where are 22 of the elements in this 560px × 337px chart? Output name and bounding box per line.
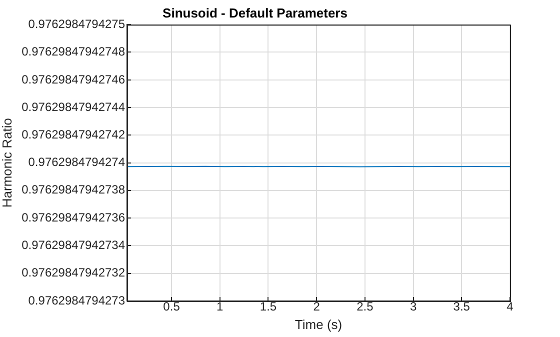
- y-tick-label: 0.9762984794275: [28, 16, 126, 31]
- y-tick-label: 0.97629847942746: [22, 72, 126, 86]
- x-tick-label: 2.5: [356, 300, 374, 314]
- x-tick-label: 3.5: [453, 300, 470, 314]
- y-tick-label: 0.97629847942744: [22, 100, 126, 114]
- x-axis-title: Time (s): [294, 316, 342, 332]
- y-tick-label: 0.97629847942748: [22, 44, 126, 59]
- x-tick-label: 1: [216, 300, 224, 314]
- x-tick-label: 0.5: [163, 300, 180, 314]
- x-tick-label: 1.5: [260, 300, 277, 314]
- y-tick-label: 0.97629847942738: [22, 182, 126, 197]
- x-tick-label: 2: [313, 300, 320, 314]
- chart-title: Sinusoid - Default Parameters: [162, 5, 348, 20]
- y-tick-label: 0.9762984794274: [28, 155, 126, 170]
- y-tick-label: 0.9762984794273: [28, 293, 126, 308]
- x-tick-label: 3: [410, 300, 417, 314]
- y-tick-label: 0.97629847942736: [22, 210, 126, 224]
- y-axis-title: Harmonic Ratio: [0, 118, 14, 208]
- y-tick-label: 0.97629847942734: [22, 238, 126, 252]
- y-tick-label: 0.97629847942742: [22, 128, 126, 142]
- y-tick-label: 0.97629847942732: [22, 266, 126, 280]
- x-tick-label: 4: [506, 300, 514, 314]
